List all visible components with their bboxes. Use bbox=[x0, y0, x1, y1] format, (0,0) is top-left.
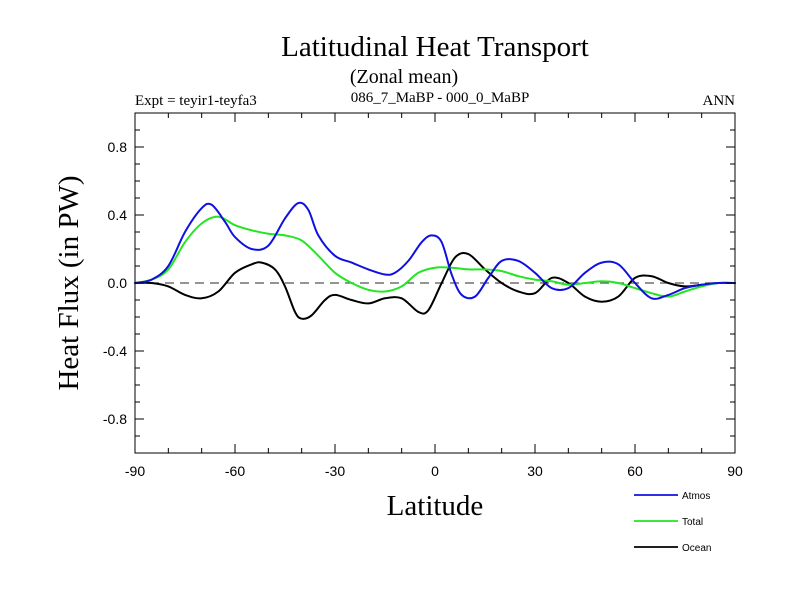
legend-label-ocean: Ocean bbox=[682, 543, 711, 554]
series-line-total bbox=[134, 215, 736, 298]
x-tick-label: 30 bbox=[527, 463, 543, 479]
x-tick-label: -30 bbox=[325, 463, 345, 479]
x-tick-label: -90 bbox=[125, 463, 145, 479]
legend-label-total: Total bbox=[682, 517, 703, 528]
y-tick-label: 0.4 bbox=[108, 207, 128, 223]
legend-label-atmos: Atmos bbox=[682, 491, 710, 502]
series-line-ocean bbox=[134, 252, 736, 320]
period-label: 086_7_MaBP - 000_0_MaBP bbox=[351, 90, 530, 106]
x-axis-title: Latitude bbox=[387, 490, 484, 522]
y-axis-title: Heat Flux (in PW) bbox=[53, 175, 85, 390]
chart-title: Latitudinal Heat Transport bbox=[281, 31, 589, 63]
y-tick-label: 0.0 bbox=[108, 275, 128, 291]
x-tick-label: 90 bbox=[727, 463, 743, 479]
x-tick-label: 0 bbox=[431, 463, 439, 479]
x-tick-label: 60 bbox=[627, 463, 643, 479]
legend: Atmos Total Ocean bbox=[634, 491, 711, 554]
series-line-atmos bbox=[134, 201, 736, 300]
chart-subtitle: (Zonal mean) bbox=[350, 66, 458, 88]
y-tick-label: -0.8 bbox=[103, 411, 127, 427]
season-label: ANN bbox=[703, 93, 736, 109]
experiment-label: Expt = teyir1-teyfa3 bbox=[135, 93, 257, 109]
x-tick-label: -60 bbox=[225, 463, 245, 479]
y-tick-label: -0.4 bbox=[103, 343, 127, 359]
y-tick-label: 0.8 bbox=[108, 139, 128, 155]
